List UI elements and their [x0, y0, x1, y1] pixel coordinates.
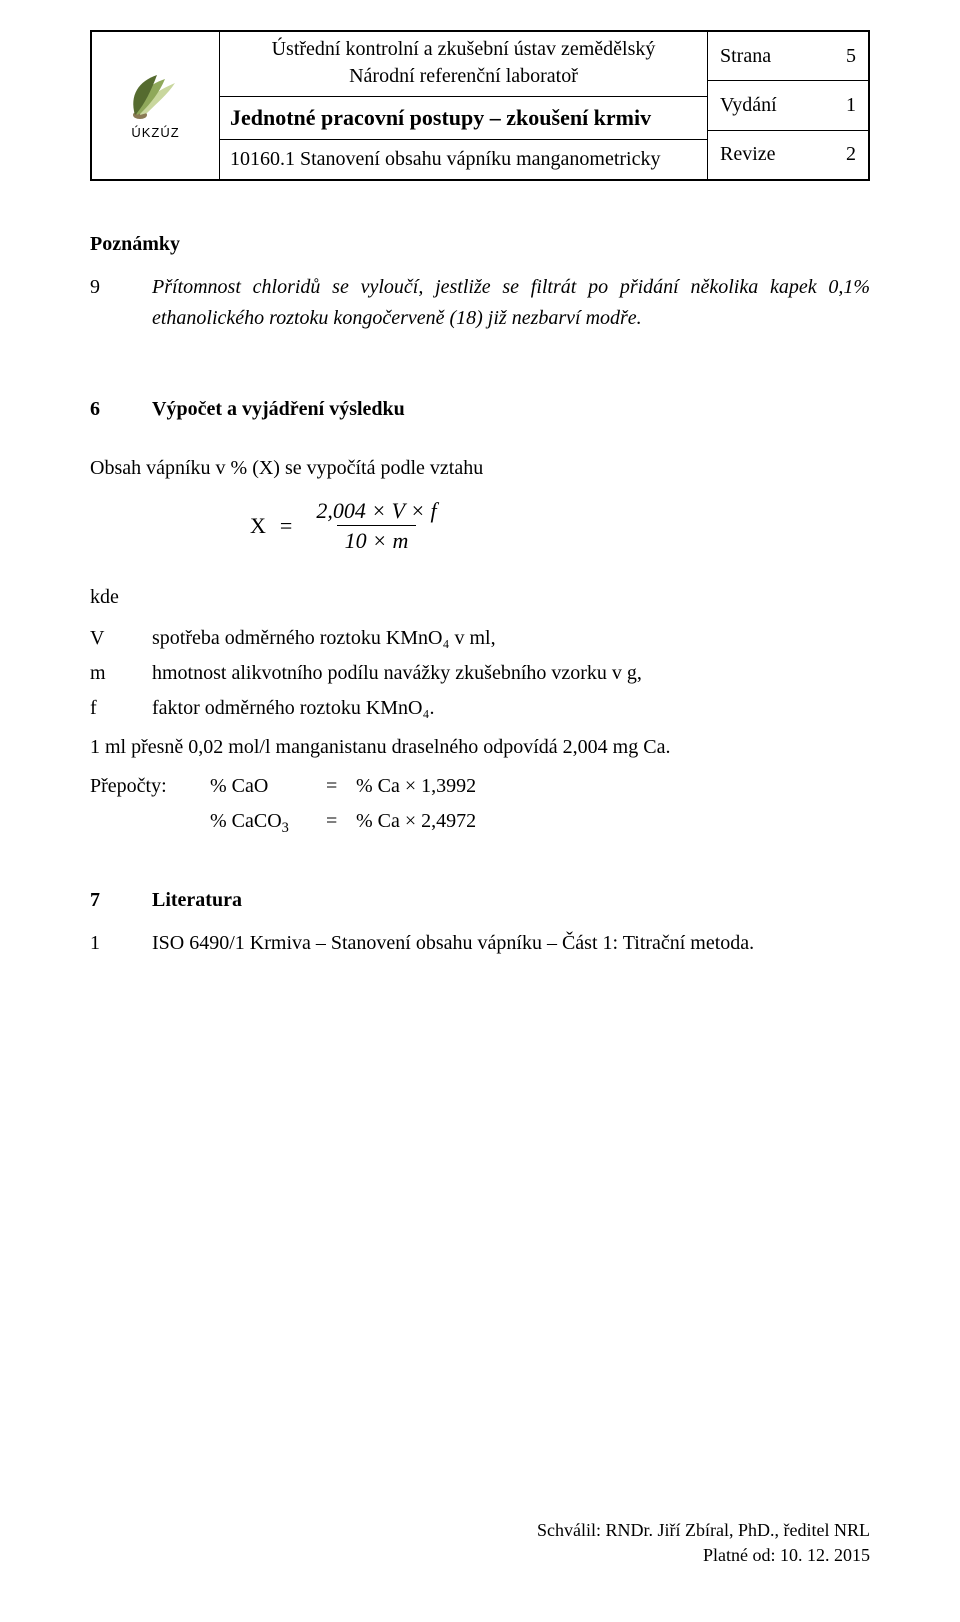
- header-row3: 10160.1 Stanovení obsahu vápníku mangano…: [220, 139, 707, 179]
- document-body: Poznámky 9 Přítomnost chloridů se vylouč…: [90, 229, 870, 959]
- footer-line-1: Schválil: RNDr. Jiří Zbíral, PhD., ředit…: [537, 1518, 870, 1543]
- note-text: Přítomnost chloridů se vyloučí, jestliže…: [152, 272, 870, 334]
- note-row: 9 Přítomnost chloridů se vyloučí, jestli…: [90, 272, 870, 334]
- section-6-title: Výpočet a vyjádření výsledku: [152, 394, 405, 425]
- header-vydani-row: Vydání 1: [708, 80, 868, 129]
- conv-lhs-2-sub: 3: [282, 820, 289, 836]
- page: ÚKZÚZ Ústřední kontrolní a zkušební ústa…: [0, 0, 960, 1622]
- note-number: 9: [90, 272, 152, 334]
- header-line1: Ústřední kontrolní a zkušební ústav země…: [272, 38, 656, 60]
- where-row: V spotřeba odměrného roztoku KMnO₄ v ml,: [90, 623, 870, 654]
- revize-label: Revize: [720, 143, 830, 166]
- conv-rhs-2: % Ca × 2,4972: [356, 806, 870, 837]
- vydani-value: 1: [830, 94, 856, 117]
- literature-text: ISO 6490/1 Krmiva – Stanovení obsahu váp…: [152, 928, 870, 959]
- section-6-heading: 6 Výpočet a vyjádření výsledku: [90, 394, 870, 425]
- formula-numerator: 2,004 × V × f: [308, 498, 444, 525]
- conv-lhs-2-main: % CaCO: [210, 810, 282, 832]
- where-sym-f: f: [90, 693, 152, 724]
- conv-label-empty: [90, 806, 210, 837]
- where-desc-m: hmotnost alikvotního podílu navážky zkuš…: [152, 658, 870, 689]
- header-row2: Jednotné pracovní postupy – zkoušení krm…: [220, 96, 707, 139]
- vydani-label: Vydání: [720, 94, 830, 117]
- where-row: f faktor odměrného roztoku KMnO₄.: [90, 693, 870, 724]
- document-sub-title: 10160.1 Stanovení obsahu vápníku mangano…: [220, 140, 707, 179]
- conv-lhs-1: % CaO: [210, 771, 326, 802]
- formula-x: X: [250, 509, 266, 543]
- where-list: V spotřeba odměrného roztoku KMnO₄ v ml,…: [90, 623, 870, 724]
- header-line2: Národní referenční laboratoř: [349, 65, 578, 87]
- header-institution: Ústřední kontrolní a zkušební ústav země…: [220, 32, 707, 96]
- section-7-number: 7: [90, 885, 152, 916]
- conv-lhs-2: % CaCO3: [210, 806, 326, 837]
- conv-eq-2: =: [326, 806, 356, 837]
- revize-value: 2: [830, 143, 856, 166]
- where-sym-V: V: [90, 623, 152, 654]
- header-strana-row: Strana 5: [708, 32, 868, 80]
- literature-row: 1 ISO 6490/1 Krmiva – Stanovení obsahu v…: [90, 928, 870, 959]
- formula-denominator: 10 × m: [337, 525, 417, 553]
- conversion-row-2: % CaCO3 = % Ca × 2,4972: [90, 806, 870, 837]
- section-6-intro: Obsah vápníku v % (X) se vypočítá podle …: [90, 453, 870, 484]
- header-side-cell: Strana 5 Vydání 1 Revize 2: [707, 32, 868, 179]
- where-row: m hmotnost alikvotního podílu navážky zk…: [90, 658, 870, 689]
- where-desc-V: spotřeba odměrného roztoku KMnO₄ v ml,: [152, 623, 870, 654]
- section-6-number: 6: [90, 394, 152, 425]
- document-main-title: Jednotné pracovní postupy – zkoušení krm…: [220, 97, 707, 139]
- where-label: kde: [90, 582, 870, 613]
- conversion-row-1: Přepočty: % CaO = % Ca × 1,3992: [90, 771, 870, 802]
- conversion-label: Přepočty:: [90, 771, 210, 802]
- logo-cell: ÚKZÚZ: [92, 32, 220, 179]
- notes-heading: Poznámky: [90, 229, 870, 260]
- formula-fraction: 2,004 × V × f 10 × m: [308, 498, 444, 554]
- strana-label: Strana: [720, 45, 830, 68]
- conv-eq-1: =: [326, 771, 356, 802]
- conv-rhs-1: % Ca × 1,3992: [356, 771, 870, 802]
- literature-number: 1: [90, 928, 152, 959]
- document-header: ÚKZÚZ Ústřední kontrolní a zkušební ústa…: [90, 30, 870, 181]
- line-1ml: 1 ml přesně 0,02 mol/l manganistanu dras…: [90, 732, 870, 763]
- section-7-heading: 7 Literatura: [90, 885, 870, 916]
- header-title-cell: Ústřední kontrolní a zkušební ústav země…: [220, 32, 707, 179]
- strana-value: 5: [830, 45, 856, 68]
- logo-label: ÚKZÚZ: [131, 125, 179, 140]
- notes-heading-text: Poznámky: [90, 229, 180, 260]
- ukzuz-logo-icon: [117, 73, 195, 123]
- footer-line-2: Platné od: 10. 12. 2015: [537, 1543, 870, 1568]
- formula-eq: =: [280, 509, 292, 543]
- where-desc-f: faktor odměrného roztoku KMnO₄.: [152, 693, 870, 724]
- document-footer: Schválil: RNDr. Jiří Zbíral, PhD., ředit…: [537, 1518, 870, 1568]
- formula: X = 2,004 × V × f 10 × m: [250, 498, 870, 554]
- where-sym-m: m: [90, 658, 152, 689]
- header-revize-row: Revize 2: [708, 130, 868, 179]
- section-7-title: Literatura: [152, 885, 242, 916]
